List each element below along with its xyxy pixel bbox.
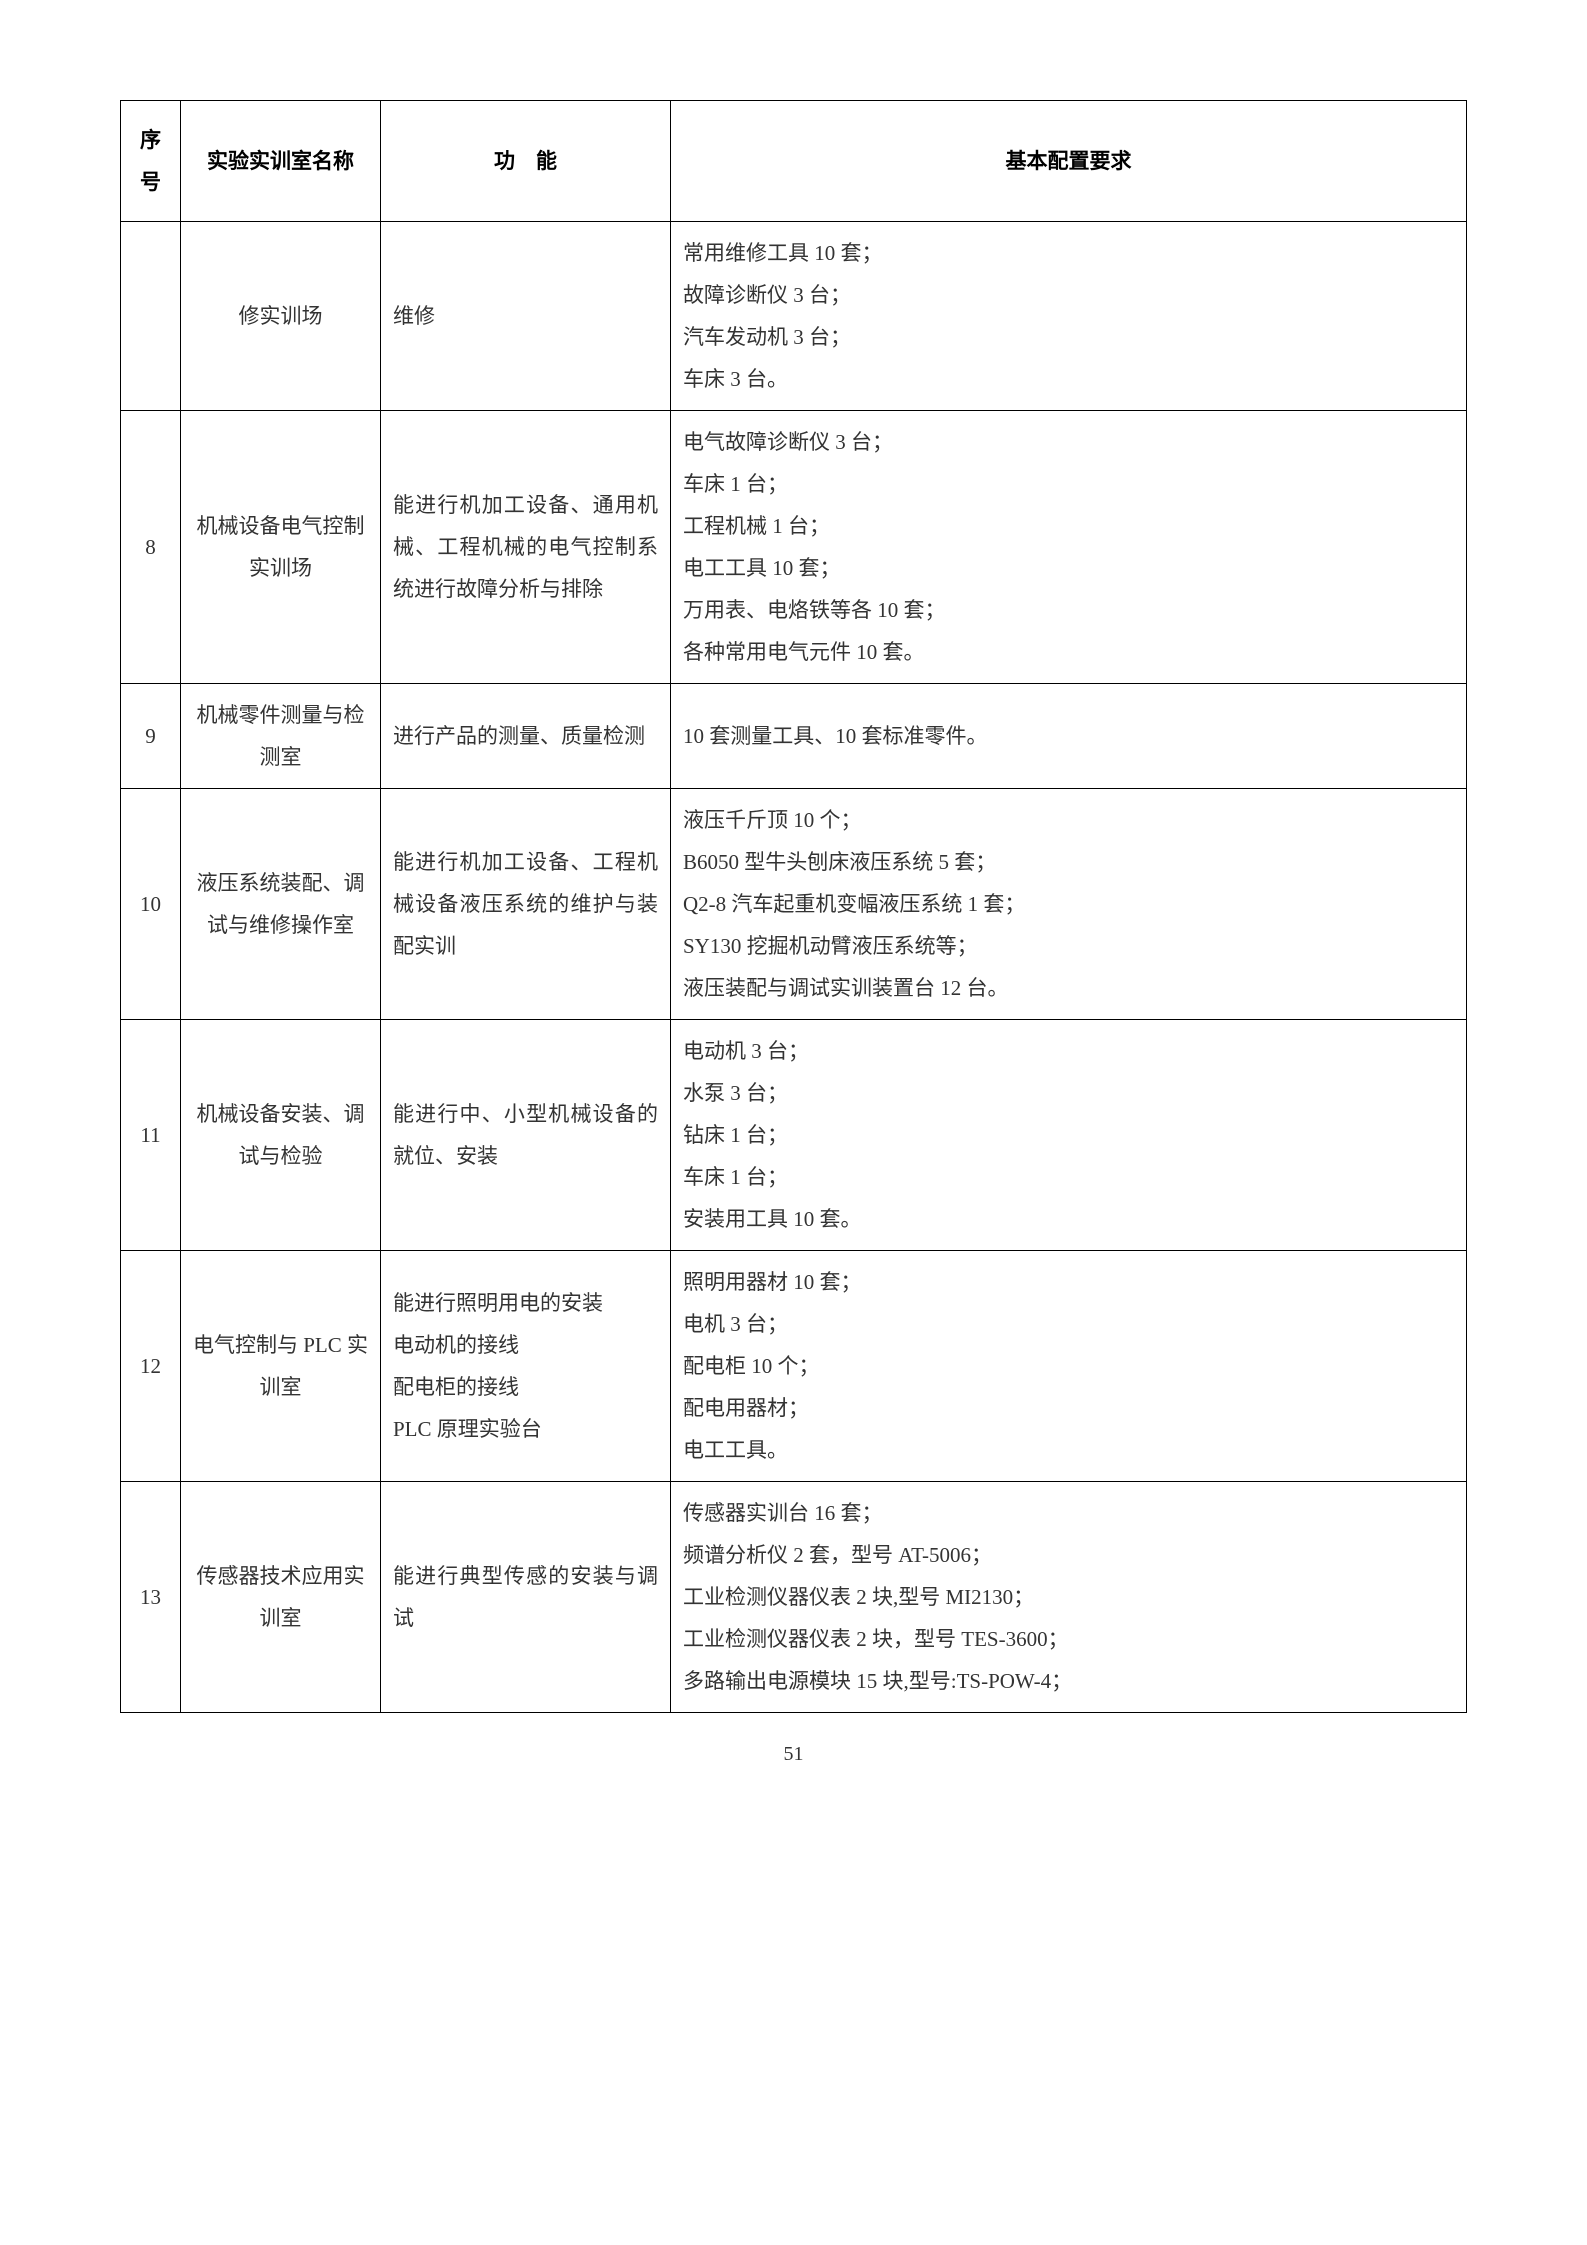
cell-func: 能进行典型传感的安装与调试 [381, 1482, 671, 1713]
header-func: 功 能 [381, 101, 671, 222]
cell-req: 电气故障诊断仪 3 台； 车床 1 台； 工程机械 1 台； 电工工具 10 套… [671, 411, 1467, 684]
header-name: 实验实训室名称 [181, 101, 381, 222]
table-row: 9 机械零件测量与检测室 进行产品的测量、质量检测 10 套测量工具、10 套标… [121, 684, 1467, 789]
cell-name: 修实训场 [181, 222, 381, 411]
cell-req: 照明用器材 10 套； 电机 3 台； 配电柜 10 个； 配电用器材； 电工工… [671, 1251, 1467, 1482]
header-req: 基本配置要求 [671, 101, 1467, 222]
cell-name: 传感器技术应用实训室 [181, 1482, 381, 1713]
header-seq: 序号 [121, 101, 181, 222]
cell-name: 电气控制与 PLC 实训室 [181, 1251, 381, 1482]
table-row: 8 机械设备电气控制实训场 能进行机加工设备、通用机械、工程机械的电气控制系统进… [121, 411, 1467, 684]
cell-func: 能进行机加工设备、工程机械设备液压系统的维护与装配实训 [381, 789, 671, 1020]
training-room-table: 序号 实验实训室名称 功 能 基本配置要求 修实训场 维修 常用维修工具 10 … [120, 100, 1467, 1713]
cell-req: 电动机 3 台； 水泵 3 台； 钻床 1 台； 车床 1 台； 安装用工具 1… [671, 1020, 1467, 1251]
cell-func: 进行产品的测量、质量检测 [381, 684, 671, 789]
cell-func: 能进行照明用电的安装 电动机的接线 配电柜的接线 PLC 原理实验台 [381, 1251, 671, 1482]
table-row: 12 电气控制与 PLC 实训室 能进行照明用电的安装 电动机的接线 配电柜的接… [121, 1251, 1467, 1482]
table-row: 修实训场 维修 常用维修工具 10 套； 故障诊断仪 3 台； 汽车发动机 3 … [121, 222, 1467, 411]
table-row: 13 传感器技术应用实训室 能进行典型传感的安装与调试 传感器实训台 16 套；… [121, 1482, 1467, 1713]
cell-seq [121, 222, 181, 411]
cell-req: 10 套测量工具、10 套标准零件。 [671, 684, 1467, 789]
cell-func: 能进行中、小型机械设备的就位、安装 [381, 1020, 671, 1251]
table-row: 11 机械设备安装、调试与检验 能进行中、小型机械设备的就位、安装 电动机 3 … [121, 1020, 1467, 1251]
table-header-row: 序号 实验实训室名称 功 能 基本配置要求 [121, 101, 1467, 222]
page-number: 51 [120, 1743, 1467, 1766]
cell-req: 传感器实训台 16 套； 频谱分析仪 2 套，型号 AT-5006； 工业检测仪… [671, 1482, 1467, 1713]
table-row: 10 液压系统装配、调试与维修操作室 能进行机加工设备、工程机械设备液压系统的维… [121, 789, 1467, 1020]
cell-seq: 11 [121, 1020, 181, 1251]
cell-func: 能进行机加工设备、通用机械、工程机械的电气控制系统进行故障分析与排除 [381, 411, 671, 684]
cell-name: 机械设备电气控制实训场 [181, 411, 381, 684]
cell-seq: 13 [121, 1482, 181, 1713]
cell-name: 机械零件测量与检测室 [181, 684, 381, 789]
cell-name: 机械设备安装、调试与检验 [181, 1020, 381, 1251]
cell-seq: 10 [121, 789, 181, 1020]
table-body: 修实训场 维修 常用维修工具 10 套； 故障诊断仪 3 台； 汽车发动机 3 … [121, 222, 1467, 1713]
cell-seq: 8 [121, 411, 181, 684]
cell-seq: 9 [121, 684, 181, 789]
cell-req: 液压千斤顶 10 个； B6050 型牛头刨床液压系统 5 套； Q2-8 汽车… [671, 789, 1467, 1020]
cell-name: 液压系统装配、调试与维修操作室 [181, 789, 381, 1020]
cell-req: 常用维修工具 10 套； 故障诊断仪 3 台； 汽车发动机 3 台； 车床 3 … [671, 222, 1467, 411]
cell-seq: 12 [121, 1251, 181, 1482]
cell-func: 维修 [381, 222, 671, 411]
